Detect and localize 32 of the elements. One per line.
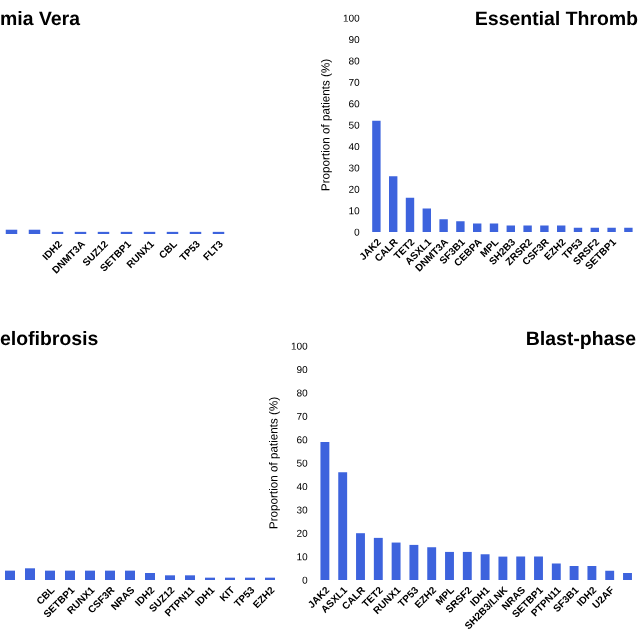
bar [338, 472, 348, 580]
chart-title: elofibrosis [0, 330, 98, 346]
bar [473, 223, 482, 232]
bar [427, 547, 437, 580]
bar [516, 556, 526, 580]
bar [498, 556, 508, 580]
bar [405, 197, 415, 232]
bar [569, 565, 579, 580]
bar [445, 551, 454, 580]
bar [389, 176, 398, 232]
bar [356, 533, 365, 580]
bar [456, 221, 465, 232]
chart-title: Blast-phase [527, 330, 636, 350]
bar [439, 219, 448, 232]
bar [587, 565, 597, 580]
bar [422, 208, 431, 232]
bar [551, 563, 561, 580]
bar [462, 551, 472, 580]
bar [523, 225, 532, 232]
bar [623, 572, 632, 580]
bar [372, 120, 381, 232]
bar [480, 554, 490, 580]
bar [540, 225, 549, 232]
bar [391, 542, 401, 580]
bar [373, 537, 383, 580]
bar [320, 441, 330, 580]
bar [605, 570, 615, 580]
bar [409, 544, 419, 580]
bar [534, 556, 543, 580]
chart-title: Essential Thromb [476, 10, 638, 26]
bar [489, 223, 499, 232]
chart-title: mia Vera [1, 10, 81, 26]
